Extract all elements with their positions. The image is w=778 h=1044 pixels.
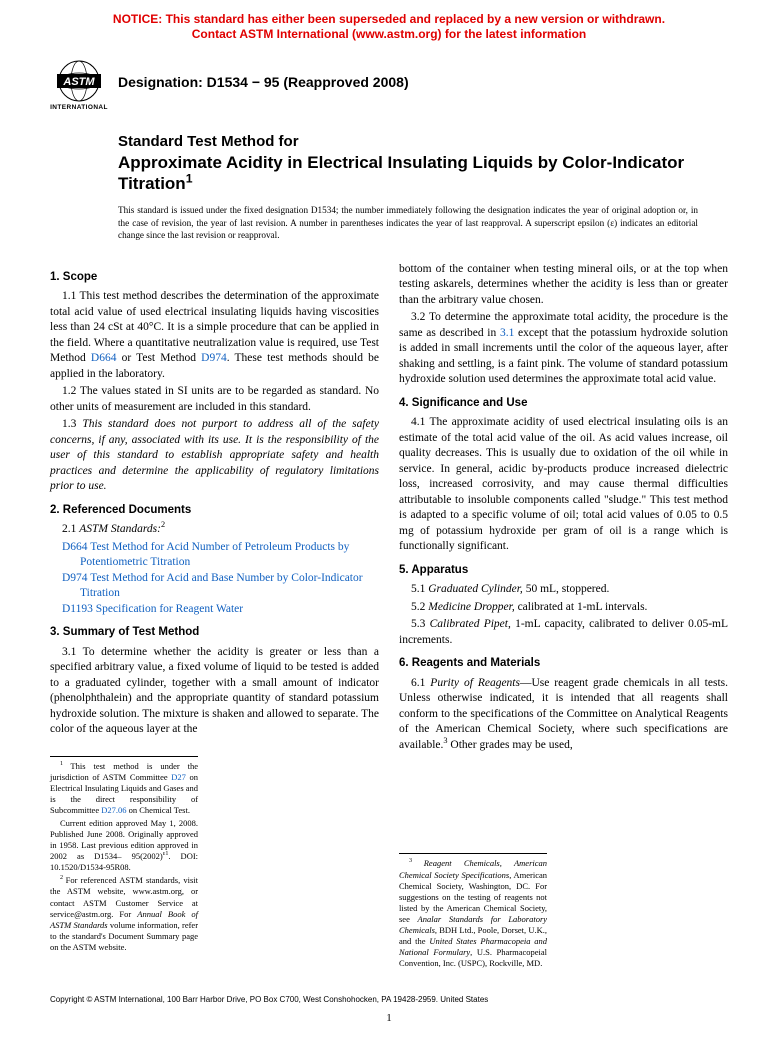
scope-p3: 1.3 This standard does not purport to ad…: [50, 417, 379, 495]
right-column: bottom of the container when testing min…: [399, 262, 728, 971]
appar-head: 5. Apparatus: [399, 563, 728, 579]
ref-code: D974: [62, 572, 88, 584]
reag-head: 6. Reagents and Materials: [399, 656, 728, 672]
page-number: 1: [50, 1012, 728, 1024]
title-main-text: Approximate Acidity in Electrical Insula…: [118, 153, 684, 193]
summary-p1-cont: bottom of the container when testing min…: [399, 262, 728, 309]
appar-p2i: Medicine Dropper,: [428, 601, 514, 613]
appar-p1: 5.1 Graduated Cylinder, 50 mL, stoppered…: [399, 582, 728, 598]
summary-p2: 3.2 To determine the approximate total a…: [399, 310, 728, 388]
refs-sub-sup: 2: [161, 520, 165, 529]
reag-p1c: Other grades may be used,: [448, 739, 573, 751]
summary-p1: 3.1 To determine whether the acidity is …: [50, 645, 379, 738]
appar-p2a: 5.2: [411, 601, 428, 613]
reag-p1i: Purity of Reagents: [430, 677, 520, 689]
scope-head: 1. Scope: [50, 270, 379, 286]
appar-p3i: Calibrated Pipet: [430, 618, 508, 630]
title-main: Approximate Acidity in Electrical Insula…: [118, 152, 728, 195]
footnotes-right: 3 Reagent Chemicals, American Chemical S…: [399, 853, 547, 968]
ref-d1193[interactable]: D1193 Specification for Reagent Water: [50, 602, 379, 618]
ref-d974[interactable]: D974 Test Method for Acid and Base Numbe…: [50, 571, 379, 602]
scope-p1: 1.1 This test method describes the deter…: [50, 289, 379, 382]
ref-text: Specification for Reagent Water: [93, 603, 243, 615]
ref-code: D1193: [62, 603, 93, 615]
reag-p1a: 6.1: [411, 677, 430, 689]
appar-p1a: 5.1: [411, 583, 428, 595]
sig-p1: 4.1 The approximate acidity of used elec…: [399, 415, 728, 555]
issued-note: This standard is issued under the fixed …: [118, 204, 698, 241]
body-columns: 1. Scope 1.1 This test method describes …: [50, 262, 728, 971]
link-d974[interactable]: D974: [201, 352, 227, 364]
ref-code: D664: [62, 541, 88, 553]
appar-p1b: 50 mL, stoppered.: [523, 583, 610, 595]
notice-banner: NOTICE: This standard has either been su…: [50, 12, 728, 42]
refs-sub: 2.1 ASTM Standards:2: [50, 522, 379, 538]
astm-logo: ASTM INTERNATIONAL: [50, 60, 108, 111]
appar-p3a: 5.3: [411, 618, 430, 630]
fn1-link1[interactable]: D27: [171, 772, 186, 782]
ref-text: Test Method for Acid and Base Number by …: [80, 572, 363, 600]
notice-line2: Contact ASTM International (www.astm.org…: [192, 27, 586, 41]
footnotes-left: 1 This test method is under the jurisdic…: [50, 756, 198, 953]
sig-head: 4. Significance and Use: [399, 396, 728, 412]
title-block: Standard Test Method for Approximate Aci…: [118, 133, 728, 194]
scope-p1b: or Test Method: [116, 352, 201, 364]
link-d664[interactable]: D664: [91, 352, 117, 364]
fn1d: Current edition approved May 1, 2008. Pu…: [50, 818, 198, 873]
refs-sub-italic: ASTM Standards:: [79, 523, 161, 535]
left-column: 1. Scope 1.1 This test method describes …: [50, 262, 379, 971]
title-sup: 1: [186, 171, 193, 185]
fn1: 1 This test method is under the jurisdic…: [50, 761, 198, 816]
astm-logo-icon: ASTM: [51, 60, 107, 102]
fn1-link2[interactable]: D27.06: [101, 805, 126, 815]
svg-text:ASTM: ASTM: [62, 76, 95, 88]
fn2: 2 For referenced ASTM standards, visit t…: [50, 875, 198, 952]
ref-text: Test Method for Acid Number of Petroleum…: [80, 541, 349, 569]
refs-head: 2. Referenced Documents: [50, 503, 379, 519]
designation: Designation: D1534 − 95 (Reapproved 2008…: [118, 60, 409, 90]
ref-d664[interactable]: D664 Test Method for Acid Number of Petr…: [50, 540, 379, 571]
notice-line1: NOTICE: This standard has either been su…: [113, 12, 665, 26]
summary-head: 3. Summary of Test Method: [50, 625, 379, 641]
refs-sub-num: 2.1: [62, 523, 79, 535]
logo-label: INTERNATIONAL: [50, 104, 108, 111]
copyright: Copyright © ASTM International, 100 Barr…: [50, 995, 728, 1004]
title-prefix: Standard Test Method for: [118, 133, 728, 152]
scope-p3-text: This standard does not purport to addres…: [50, 418, 379, 492]
link-3-1[interactable]: 3.1: [500, 327, 514, 339]
appar-p2: 5.2 Medicine Dropper, calibrated at 1-mL…: [399, 600, 728, 616]
fn1c: on Chemical Test.: [127, 805, 190, 815]
page: NOTICE: This standard has either been su…: [0, 0, 778, 1044]
reag-p1: 6.1 Purity of Reagents—Use reagent grade…: [399, 676, 728, 754]
header-block: ASTM INTERNATIONAL Designation: D1534 − …: [50, 60, 728, 111]
appar-p3: 5.3 Calibrated Pipet, 1-mL capacity, cal…: [399, 617, 728, 648]
scope-p2: 1.2 The values stated in SI units are to…: [50, 384, 379, 415]
fn3: 3 Reagent Chemicals, American Chemical S…: [399, 858, 547, 968]
appar-p1i: Graduated Cylinder,: [428, 583, 523, 595]
appar-p2b: calibrated at 1-mL intervals.: [515, 601, 648, 613]
